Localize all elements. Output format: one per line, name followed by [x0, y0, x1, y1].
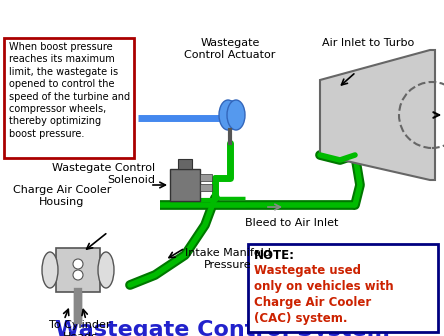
Bar: [4, 38, 134, 158]
Ellipse shape: [219, 100, 237, 130]
Bar: [248, 244, 438, 332]
Text: When boost pressure
reaches its maximum
limit, the wastegate is
opened to contro: When boost pressure reaches its maximum …: [9, 42, 130, 139]
Bar: [56, 248, 100, 292]
Text: Intake Manifold
Pressure: Intake Manifold Pressure: [185, 248, 271, 269]
Bar: [178, 159, 192, 169]
Bar: [200, 174, 212, 181]
Text: Charge Air Cooler
Housing: Charge Air Cooler Housing: [13, 185, 111, 207]
Circle shape: [73, 259, 83, 269]
Bar: [170, 169, 200, 201]
Text: To Cylinder
Heads: To Cylinder Heads: [49, 320, 111, 336]
Ellipse shape: [98, 252, 114, 288]
Text: Wastegate
Control Actuator: Wastegate Control Actuator: [184, 38, 276, 59]
Text: Bleed to Air Inlet: Bleed to Air Inlet: [246, 218, 339, 228]
Polygon shape: [320, 50, 435, 180]
Circle shape: [73, 270, 83, 280]
Ellipse shape: [42, 252, 58, 288]
Text: Wastegate used
only on vehicles with
Charge Air Cooler
(CAC) system.: Wastegate used only on vehicles with Cha…: [254, 264, 394, 325]
Text: Air Inlet to Turbo: Air Inlet to Turbo: [322, 38, 414, 48]
Text: Wastegate Control System: Wastegate Control System: [55, 320, 389, 336]
Bar: [226, 100, 238, 130]
Bar: [200, 184, 212, 191]
Text: NOTE:: NOTE:: [254, 249, 295, 262]
Ellipse shape: [227, 100, 245, 130]
Text: Wastegate Control
Solenoid: Wastegate Control Solenoid: [52, 163, 155, 184]
